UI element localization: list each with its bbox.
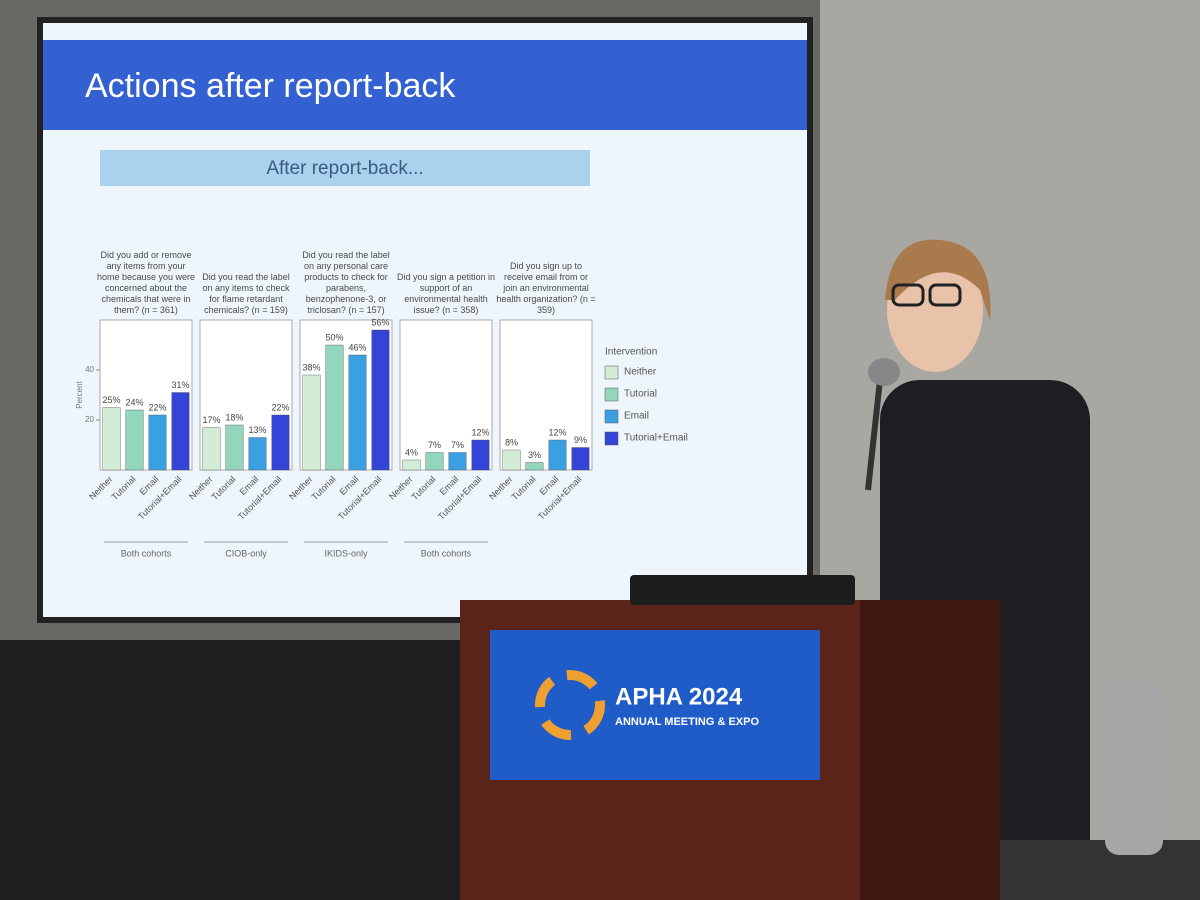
value-label: 3% [528,450,541,460]
cohort-label: Both cohorts [421,548,472,558]
bar [202,427,221,471]
subtitle-bar [100,150,590,186]
bar [348,354,367,471]
panel-question: Did you add or remove any items from you… [96,250,196,315]
value-label: 18% [225,412,243,422]
bar [248,437,267,471]
bottle [1105,680,1163,855]
value-label: 25% [102,395,120,405]
legend-swatch [604,387,619,402]
legend-entry: Neither [624,367,657,378]
y-tick-label: 40 [85,365,94,374]
value-label: 9% [574,435,587,445]
legend-swatch [604,431,619,446]
cohort-label: CIOB-only [225,548,267,558]
panel-frame [499,319,593,471]
bar [471,439,490,471]
value-label: 12% [471,427,489,437]
value-label: 56% [371,317,389,327]
value-label: 22% [271,402,289,412]
slide-title-bar [43,40,807,130]
bar [548,439,567,471]
bar [148,414,167,471]
bar [425,452,444,471]
bar [125,409,144,471]
value-label: 31% [171,380,189,390]
cohort-label: IKIDS-only [324,548,368,558]
banner-subtitle: ANNUAL MEETING & EXPO [615,716,759,728]
laptop [630,575,855,605]
panel-question: Did you read the label on any items to c… [202,272,290,315]
bar [302,374,321,471]
slide-subtitle: After report-back... [266,158,423,179]
speaker-hair [885,239,991,320]
mic-stand [865,379,883,491]
table-cloth [0,640,470,900]
value-label: 50% [325,332,343,342]
value-label: 12% [548,427,566,437]
panel-question: Did you sign up to receive email from or… [496,261,596,315]
value-label: 24% [125,397,143,407]
value-label: 46% [348,342,366,352]
bar [102,407,121,471]
podium-side [860,600,1000,900]
value-label: 8% [505,437,518,447]
legend-entry: Email [624,411,649,422]
bar [325,344,344,471]
slide-title: Actions after report-back [85,67,456,105]
cohort-label: Both cohorts [121,548,172,558]
panel-question: Did you read the label on any personal c… [302,250,390,315]
bar [225,424,244,471]
banner-logo [535,670,605,740]
value-label: 13% [248,425,266,435]
bar [271,414,290,471]
legend-swatch [604,409,619,424]
value-label: 7% [451,440,464,450]
microphone [868,358,900,386]
value-label: 22% [148,402,166,412]
legend-entry: Tutorial+Email [624,433,688,444]
banner-title: APHA 2024 [615,683,743,710]
value-label: 7% [428,440,441,450]
value-label: 17% [202,415,220,425]
panel-question: Did you sign a petition in support of an… [396,272,496,315]
legend-title: Intervention [605,347,657,358]
bar [525,462,544,471]
bar [571,447,590,471]
value-label: 4% [405,447,418,457]
y-axis-label: Percent [75,380,84,408]
bar [502,449,521,471]
bar [371,329,390,471]
side-table [1000,840,1200,900]
legend-swatch [604,365,619,380]
glasses [928,283,962,307]
bar [448,452,467,471]
bar [402,459,421,471]
glasses [891,283,925,307]
value-label: 38% [302,362,320,372]
y-tick-label: 20 [85,415,94,424]
bar [171,392,190,471]
legend-entry: Tutorial [624,389,657,400]
